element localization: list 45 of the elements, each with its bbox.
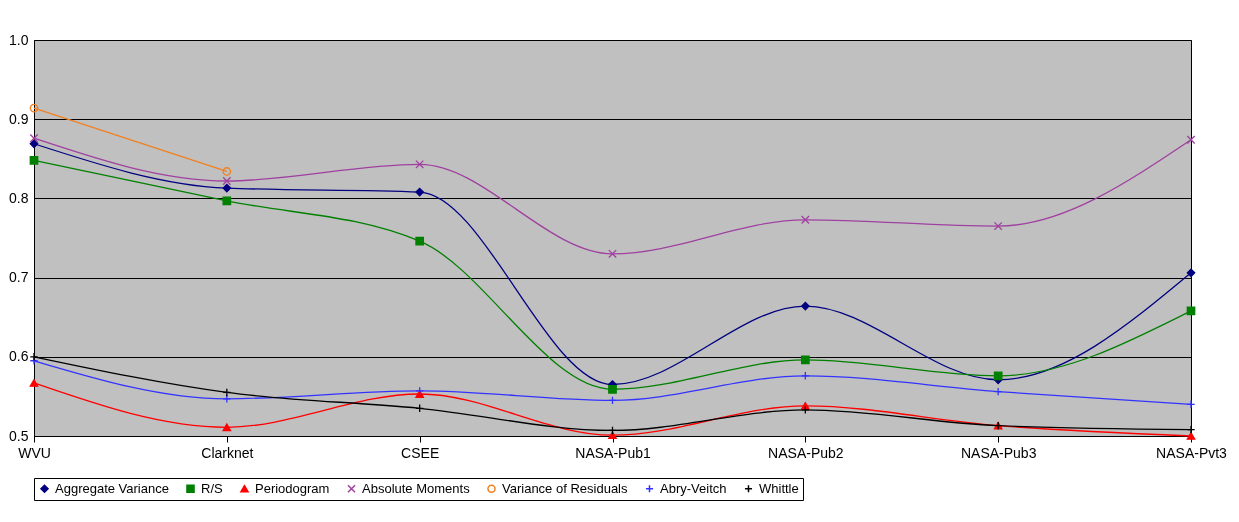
point	[222, 423, 232, 432]
legend-label: Abry-Veitch	[660, 480, 727, 496]
legend-label: Whittle	[759, 480, 799, 496]
point	[800, 355, 810, 365]
legend-label: R/S	[201, 480, 223, 496]
x-tick-label: Clarknet	[201, 444, 254, 461]
point	[993, 371, 1003, 381]
point	[1186, 399, 1196, 409]
point	[1186, 135, 1196, 145]
point	[29, 103, 39, 113]
y-tick-label: 0.7	[9, 269, 29, 286]
point	[29, 156, 39, 165]
x-tick-label: CSEE	[401, 444, 440, 461]
point	[800, 215, 810, 225]
point	[29, 379, 39, 387]
legend-label: Variance of Residuals	[502, 480, 628, 496]
legend-label: Aggregate Variance	[55, 480, 169, 496]
x-tick-label: NASA-Pub3	[960, 444, 1037, 461]
legend-label: Periodogram	[255, 480, 330, 496]
y-tick-label: 0.6	[9, 348, 29, 365]
point	[800, 405, 810, 415]
x-tick-label: NASA-Pub1	[575, 444, 651, 461]
point	[993, 221, 1003, 231]
point	[608, 384, 617, 394]
point	[415, 159, 425, 169]
point	[222, 196, 232, 206]
point	[29, 139, 39, 149]
y-tick-label: 1.0	[9, 31, 29, 48]
legend-label: Absolute Moments	[362, 480, 471, 496]
point	[29, 133, 39, 143]
point	[222, 183, 232, 193]
point	[1186, 268, 1196, 278]
x-tick-label: NASA-Pub2	[768, 444, 844, 461]
point	[415, 187, 425, 197]
point	[415, 236, 425, 246]
x-tick-label: WVU	[18, 444, 51, 461]
y-tick-label: 0.5	[9, 427, 29, 444]
x-tick-label: NASA-Pvt3	[1156, 444, 1228, 461]
y-tick-label: 0.9	[9, 110, 29, 127]
y-tick-label: 0.8	[9, 189, 29, 206]
point	[800, 301, 810, 311]
point	[608, 249, 617, 259]
point	[222, 167, 232, 176]
point	[1186, 432, 1196, 440]
point	[222, 176, 232, 186]
